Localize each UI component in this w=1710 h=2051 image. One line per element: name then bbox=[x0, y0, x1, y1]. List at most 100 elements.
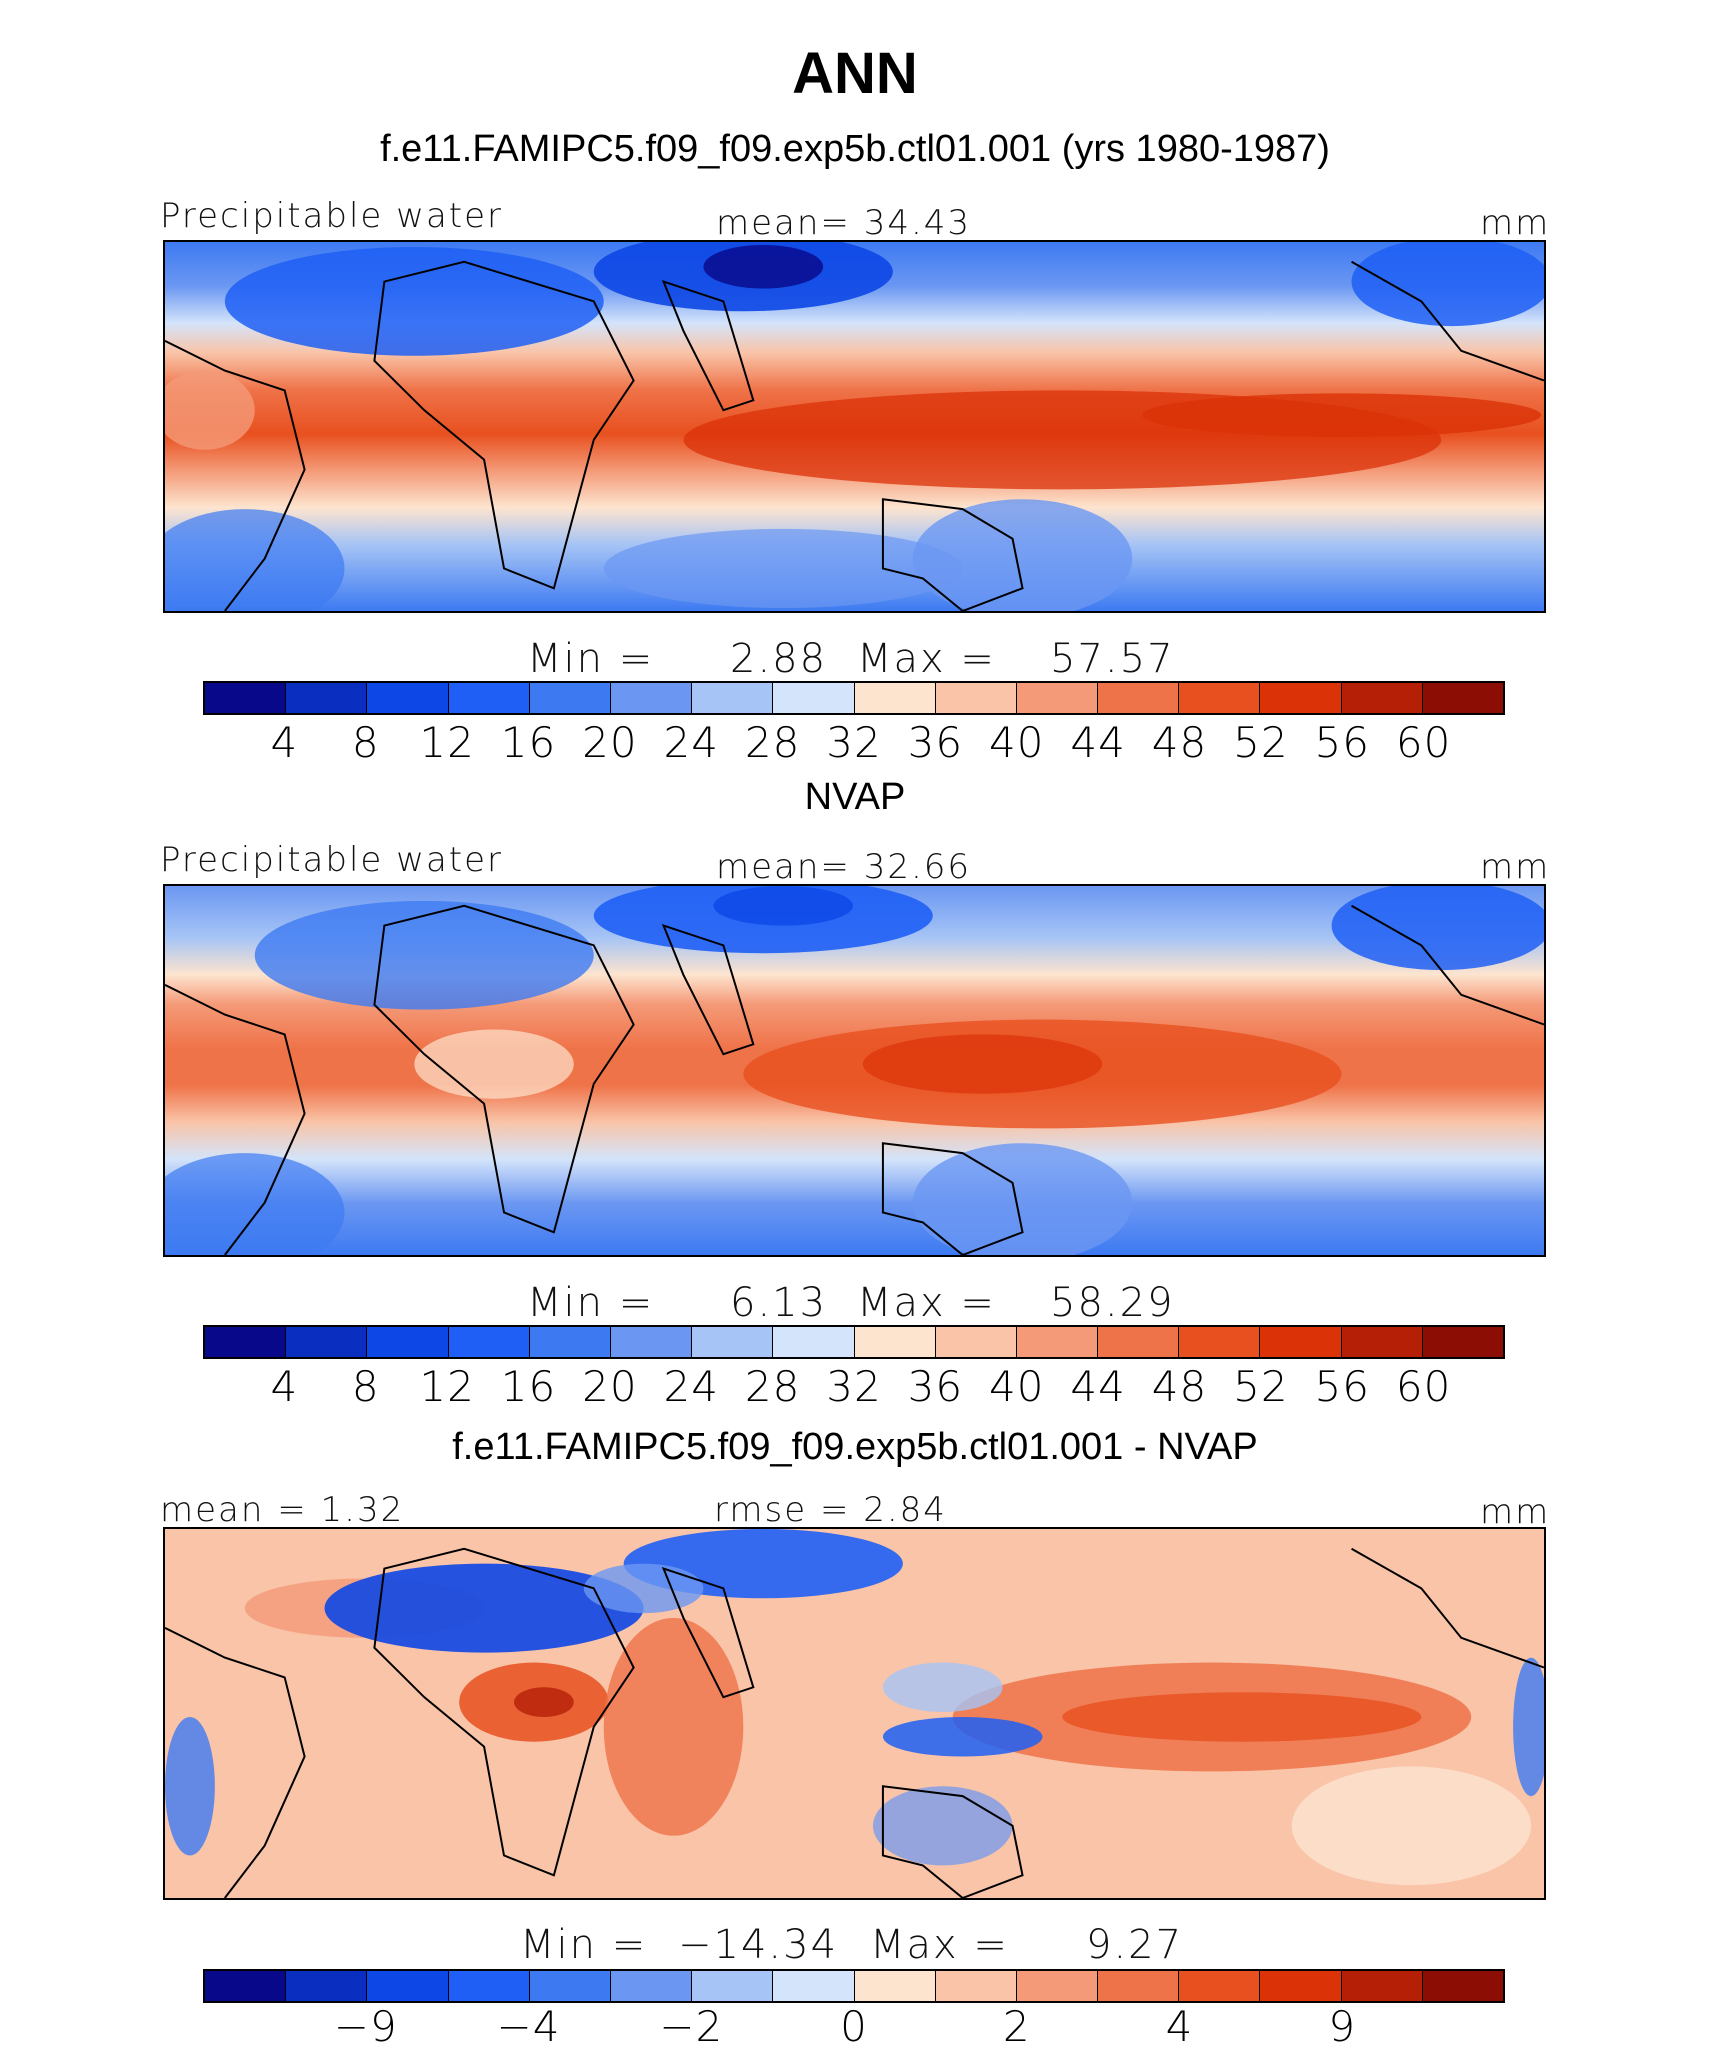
colorbar-tick-label: 48 bbox=[1151, 718, 1208, 767]
colorbar-swatch bbox=[935, 1971, 1017, 2001]
colorbar-swatch bbox=[1341, 1327, 1423, 1357]
colorbar-swatch bbox=[692, 1327, 774, 1357]
colorbar-swatch bbox=[854, 683, 936, 713]
colorbar-tick-label: 48 bbox=[1151, 1362, 1208, 1411]
colorbar-swatch bbox=[1098, 683, 1180, 713]
panel-model-heading: f.e11.FAMIPC5.f09_f09.exp5b.ctl01.001 (y… bbox=[380, 128, 1330, 170]
colorbar-swatch bbox=[1260, 1971, 1342, 2001]
colorbar-tick-label: 32 bbox=[826, 1362, 882, 1411]
colorbar-tick-label: 52 bbox=[1233, 718, 1289, 767]
colorbar-tick-label: 28 bbox=[744, 718, 801, 767]
colorbar-swatch bbox=[286, 683, 368, 713]
colorbar-swatch bbox=[367, 1327, 449, 1357]
colorbar-tick-label: 44 bbox=[1070, 718, 1126, 767]
panel-model-contour-map bbox=[165, 242, 1544, 611]
colorbar-swatch bbox=[1422, 1971, 1503, 2001]
colorbar-swatch bbox=[773, 1971, 855, 2001]
colorbar-swatch bbox=[935, 1327, 1017, 1357]
colorbar-swatch bbox=[529, 1971, 611, 2001]
colorbar-tick-label: 24 bbox=[663, 718, 719, 767]
panel-model-max-value: 57.57 bbox=[1050, 636, 1175, 682]
panel-diff-map bbox=[163, 1527, 1546, 1900]
colorbar-tick-label: −4 bbox=[496, 2002, 561, 2051]
panel-diff-min-value: −14.34 bbox=[678, 1922, 839, 1968]
panel-obs-units: mm bbox=[1480, 847, 1551, 887]
colorbar-swatch bbox=[773, 1327, 855, 1357]
colorbar-tick-label: 12 bbox=[419, 1362, 475, 1411]
colorbar-tick-label: 9 bbox=[1328, 2002, 1357, 2051]
colorbar-swatch bbox=[448, 683, 530, 713]
colorbar-swatch bbox=[448, 1971, 530, 2001]
colorbar-swatch bbox=[1260, 683, 1342, 713]
panel-obs-contour-map bbox=[165, 886, 1544, 1255]
colorbar-swatch bbox=[610, 1327, 693, 1357]
panel-diff-min-label: Min = bbox=[520, 1922, 648, 1968]
colorbar-tick-label: 52 bbox=[1233, 1362, 1289, 1411]
colorbar-tick-label: 4 bbox=[1165, 2002, 1194, 2051]
colorbar-swatch bbox=[1098, 1327, 1180, 1357]
panel-obs-min-value: 6.13 bbox=[730, 1280, 828, 1326]
colorbar-tick-label: 60 bbox=[1395, 1362, 1452, 1411]
colorbar-swatch bbox=[1341, 683, 1423, 713]
panel-diff-units: mm bbox=[1480, 1492, 1551, 1532]
colorbar-tick-label: 2 bbox=[1002, 2002, 1031, 2051]
panel-model-min-value: 2.88 bbox=[730, 636, 828, 682]
colorbar-tick-label: 12 bbox=[419, 718, 475, 767]
panel-obs-min-label: Min = bbox=[527, 1280, 655, 1326]
colorbar-tick-label: 0 bbox=[840, 2002, 868, 2051]
panel-obs-colorbar bbox=[203, 1325, 1505, 1359]
colorbar-swatch bbox=[529, 1327, 611, 1357]
colorbar-tick-label: 16 bbox=[500, 1362, 557, 1411]
colorbar-swatch bbox=[1016, 683, 1099, 713]
panel-diff-colorbar bbox=[203, 1969, 1505, 2003]
colorbar-swatch bbox=[367, 683, 449, 713]
colorbar-swatch bbox=[610, 683, 693, 713]
colorbar-tick-label: 40 bbox=[989, 1362, 1045, 1411]
colorbar-swatch bbox=[854, 1971, 936, 2001]
panel-model-map bbox=[163, 240, 1546, 613]
colorbar-swatch bbox=[1098, 1971, 1180, 2001]
panel-obs-heading: NVAP bbox=[804, 776, 906, 818]
panel-diff-mean-label: mean = 1.32 bbox=[160, 1490, 405, 1530]
colorbar-tick-label: 36 bbox=[907, 1362, 964, 1411]
panel-obs-mean-label: mean= 32.66 bbox=[716, 847, 972, 887]
colorbar-tick-label: 28 bbox=[744, 1362, 801, 1411]
colorbar-swatch bbox=[692, 683, 774, 713]
colorbar-swatch bbox=[1179, 1971, 1261, 2001]
colorbar-swatch bbox=[286, 1971, 368, 2001]
colorbar-swatch bbox=[854, 1327, 936, 1357]
colorbar-tick-label: 60 bbox=[1395, 718, 1452, 767]
panel-obs-max-value: 58.29 bbox=[1050, 1280, 1175, 1326]
colorbar-swatch bbox=[205, 1327, 287, 1357]
panel-diff-max-label: Max = bbox=[870, 1922, 1009, 1968]
colorbar-swatch bbox=[1016, 1971, 1099, 2001]
colorbar-swatch bbox=[692, 1971, 774, 2001]
panel-diff-rmse-label: rmse = 2.84 bbox=[714, 1490, 947, 1530]
colorbar-swatch bbox=[529, 683, 611, 713]
panel-model-units: mm bbox=[1480, 203, 1551, 243]
panel-model-variable-label: Precipitable water bbox=[160, 196, 504, 236]
colorbar-swatch bbox=[1016, 1327, 1099, 1357]
panel-obs-map bbox=[163, 884, 1546, 1257]
colorbar-swatch bbox=[1260, 1327, 1342, 1357]
colorbar-tick-label: 40 bbox=[989, 718, 1045, 767]
panel-model-mean-label: mean= 34.43 bbox=[716, 203, 972, 243]
panel-diff-contour-map bbox=[165, 1529, 1544, 1898]
colorbar-swatch bbox=[1179, 1327, 1261, 1357]
colorbar-tick-label: 56 bbox=[1314, 718, 1370, 767]
colorbar-tick-label: 24 bbox=[663, 1362, 719, 1411]
colorbar-tick-label: 4 bbox=[270, 1362, 299, 1411]
colorbar-tick-label: 16 bbox=[500, 718, 557, 767]
colorbar-swatch bbox=[773, 683, 855, 713]
colorbar-tick-label: 36 bbox=[907, 718, 964, 767]
colorbar-swatch bbox=[205, 683, 287, 713]
colorbar-tick-label: 8 bbox=[351, 1362, 380, 1411]
panel-diff-max-value: 9.27 bbox=[1086, 1922, 1184, 1968]
colorbar-tick-label: 20 bbox=[582, 718, 638, 767]
colorbar-swatch bbox=[1422, 683, 1503, 713]
panel-obs-variable-label: Precipitable water bbox=[160, 840, 504, 880]
colorbar-swatch bbox=[448, 1327, 530, 1357]
colorbar-tick-label: 20 bbox=[582, 1362, 638, 1411]
colorbar-tick-label: 4 bbox=[270, 718, 299, 767]
colorbar-swatch bbox=[205, 1971, 287, 2001]
